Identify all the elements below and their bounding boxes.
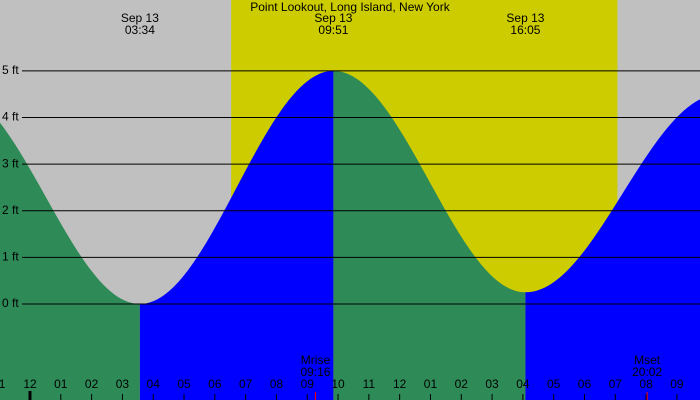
y-tick-label: 4 ft: [2, 110, 19, 124]
y-tick-label: 3 ft: [2, 156, 19, 170]
x-tick-label: 05: [177, 377, 191, 391]
moon-label: Mrise: [301, 353, 331, 367]
extreme-date: Sep 13: [121, 11, 159, 25]
x-tick-label: 10: [331, 377, 345, 391]
extreme-date: Sep 13: [314, 11, 352, 25]
x-tick-label: 11: [363, 377, 376, 391]
y-tick-label: 0 ft: [2, 296, 19, 310]
chart-title: Point Lookout, Long Island, New York: [250, 0, 450, 14]
rising-tide: [525, 99, 700, 400]
moon-time: 09:16: [300, 365, 330, 379]
x-tick-label: 08: [639, 377, 653, 391]
falling-tide: [0, 122, 140, 400]
x-tick-label: 11: [0, 377, 6, 391]
x-tick-label: 03: [116, 377, 130, 391]
extreme-time: 03:34: [125, 23, 155, 37]
falling-tide: [333, 70, 526, 400]
moon-label: Mset: [634, 353, 661, 367]
x-tick-label: 06: [578, 377, 592, 391]
x-tick-label: 02: [85, 377, 99, 391]
x-tick-label: 07: [239, 377, 253, 391]
rising-tide: [139, 70, 334, 400]
x-tick-label: 09: [670, 377, 684, 391]
y-tick-label: 1 ft: [2, 250, 19, 264]
x-tick-label: 06: [208, 377, 222, 391]
x-tick-label: 09: [301, 377, 315, 391]
x-tick-label: 04: [147, 377, 161, 391]
y-tick-label: 5 ft: [2, 63, 19, 77]
x-tick-label: 01: [54, 377, 68, 391]
x-tick-label: 07: [609, 377, 623, 391]
y-tick-label: 2 ft: [2, 203, 19, 217]
x-tick-label: 05: [547, 377, 561, 391]
x-tick-label: 01: [424, 377, 438, 391]
x-tick-label: 12: [393, 377, 407, 391]
x-tick-label: 04: [516, 377, 530, 391]
x-tick-label: 03: [485, 377, 499, 391]
extreme-time: 16:05: [510, 23, 540, 37]
moon-time: 20:02: [632, 365, 662, 379]
extreme-time: 09:51: [318, 23, 348, 37]
x-tick-label: 02: [455, 377, 469, 391]
x-tick-label: 12: [23, 377, 37, 391]
x-tick-label: 08: [270, 377, 284, 391]
extreme-date: Sep 13: [506, 11, 544, 25]
